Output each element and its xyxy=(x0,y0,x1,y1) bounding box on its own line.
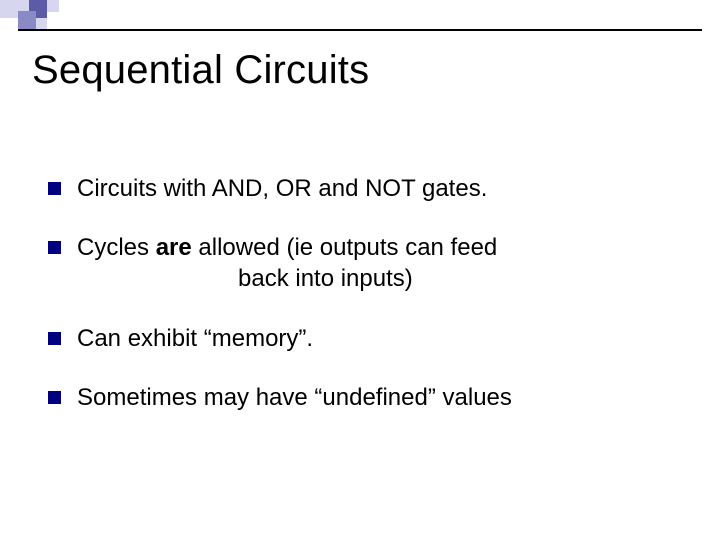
text-run-bold: are xyxy=(156,234,192,261)
decor-square xyxy=(36,18,47,29)
decor-square xyxy=(18,11,36,29)
slide: Sequential Circuits Circuits with AND, O… xyxy=(0,0,720,540)
bullet-icon xyxy=(48,391,61,404)
bullet-continuation: back into inputs) xyxy=(48,266,668,291)
bullet-item: Sometimes may have “undefined” values xyxy=(48,385,668,410)
bullet-icon xyxy=(48,182,61,195)
bullet-text: Circuits with AND, OR and NOT gates. xyxy=(77,176,668,201)
slide-body: Circuits with AND, OR and NOT gates. Cyc… xyxy=(48,176,668,444)
slide-decor xyxy=(0,0,720,36)
decor-square xyxy=(0,0,18,18)
bullet-icon xyxy=(48,241,61,254)
text-run: Cycles xyxy=(77,234,156,261)
bullet-item: Circuits with AND, OR and NOT gates. xyxy=(48,176,668,201)
decor-square xyxy=(47,0,59,12)
slide-title: Sequential Circuits xyxy=(32,48,369,93)
decor-rule xyxy=(18,29,702,31)
text-run: allowed (ie outputs can feed xyxy=(192,234,498,261)
bullet-text: Cycles are allowed (ie outputs can feed xyxy=(77,235,668,260)
bullet-text: Can exhibit “memory”. xyxy=(77,326,668,351)
bullet-item: Can exhibit “memory”. xyxy=(48,326,668,351)
bullet-icon xyxy=(48,332,61,345)
decor-square xyxy=(18,0,29,11)
bullet-text: Sometimes may have “undefined” values xyxy=(77,385,668,410)
bullet-item: Cycles are allowed (ie outputs can feed xyxy=(48,235,668,260)
